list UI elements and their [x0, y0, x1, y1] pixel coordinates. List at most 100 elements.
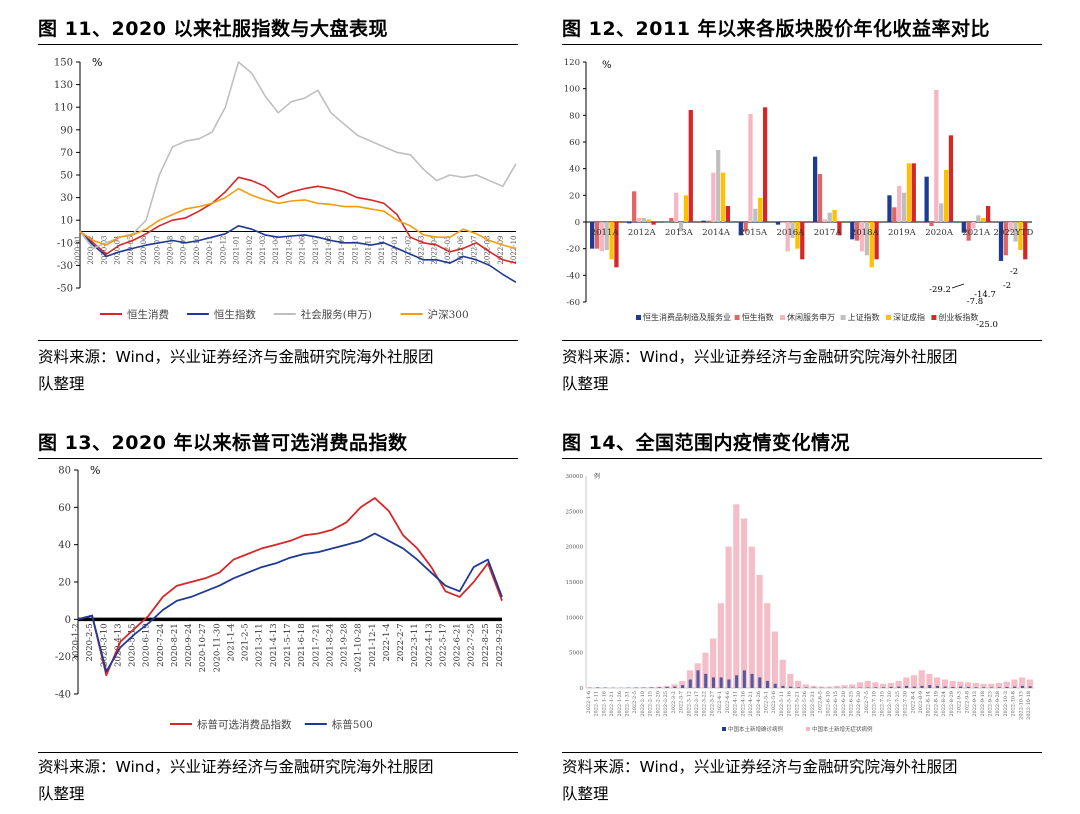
chart-11-plot: -50 -30 -10 10 30 50 70 90 110 130 150 % 2020-01 2020… — [54, 56, 518, 321]
y-tick-label: 20000 — [566, 545, 584, 551]
bar-asymptomatic-50 — [972, 683, 979, 688]
bar-asymptomatic-45 — [934, 677, 941, 688]
y-tick-label: 25000 — [566, 509, 584, 515]
x-tick-label: 2022-1-11 — [594, 691, 600, 717]
bar-confirmed-13 — [688, 679, 692, 688]
x-tick-label: 2022-5-17 — [438, 623, 448, 667]
x-tick-label: 2022-6-15 — [833, 691, 839, 717]
y-tick-label: 100 — [564, 85, 580, 95]
x-tick-label: 2020-04 — [114, 235, 122, 265]
bar-4-4 — [758, 198, 763, 222]
bar-6-3 — [827, 212, 832, 222]
x-tick-label: 2020-01 — [74, 236, 82, 265]
x-tick-label: 2020-9-24 — [184, 623, 194, 667]
x-tick-label: 2022-02 — [404, 236, 412, 265]
bar-8-1 — [892, 207, 897, 222]
x-tick-label: 2022-1-31 — [624, 691, 630, 717]
bar-confirmed-48 — [959, 686, 963, 688]
x-tick-label: 2020-7-24 — [156, 623, 166, 667]
bar-10-1 — [966, 222, 971, 241]
y-tick-label: 120 — [564, 58, 580, 68]
data-label-ytd-3: -14.7 — [974, 290, 996, 300]
x-tick-label: 2022-7-30 — [903, 691, 909, 717]
x-tick-label: 2022-10-13 — [1018, 691, 1024, 720]
x-tick-label: 2022-07 — [470, 236, 478, 265]
x-tick-label: 2020-2-5 — [85, 623, 95, 661]
bar-3-0 — [701, 220, 706, 222]
bar-confirmed-45 — [935, 685, 939, 688]
bar-11-2 — [1008, 222, 1013, 233]
bar-11-3 — [1013, 222, 1018, 242]
x-tick-label: 2020-11-30 — [212, 623, 222, 672]
bar-confirmed-14 — [696, 670, 700, 688]
bar-6-1 — [817, 174, 823, 222]
x-tick-label: 2022-8-4 — [910, 691, 916, 713]
chart-12-title: 图 12、2011 年以来各版块股价年化收益率对比 — [562, 18, 991, 40]
bar-3-1 — [706, 220, 711, 222]
bar-asymptomatic-32 — [833, 685, 840, 688]
y-tick-label: -60 — [566, 298, 580, 308]
x-tick-label: 2021-1-4 — [226, 623, 236, 661]
bar-confirmed-21 — [750, 673, 754, 688]
bar-confirmed-53 — [997, 687, 1001, 688]
x-tick-label: 2021-01 — [233, 236, 241, 265]
x-tick-label: 2022-4-26 — [756, 691, 762, 717]
series-line-2 — [79, 61, 517, 250]
x-tick-label: 2021A — [962, 228, 991, 238]
x-tick-label: 2020-07 — [153, 236, 161, 265]
bar-10-4 — [981, 218, 986, 222]
x-tick-label: 2020-10-27 — [198, 623, 208, 672]
bar-7-4 — [869, 222, 874, 268]
y-tick-label: 70 — [60, 148, 73, 159]
bar-confirmed-54 — [1005, 686, 1009, 688]
x-tick-label: 2013A — [665, 228, 694, 238]
x-tick-label: 2022-2-15 — [648, 691, 654, 717]
bar-confirmed-49 — [966, 686, 970, 688]
bar-asymptomatic-35 — [856, 682, 864, 688]
x-tick-label: 2022-06 — [457, 235, 465, 265]
x-tick-label: 2022-10-3 — [1003, 691, 1009, 717]
y-tick-label: 130 — [54, 80, 73, 91]
bar-11-4 — [1018, 222, 1023, 250]
y-tick-label: 40 — [58, 540, 71, 551]
x-tick-label: 2022-3-17 — [694, 691, 700, 717]
bar-1-2 — [636, 218, 642, 222]
bar-asymptomatic-30 — [818, 686, 825, 688]
y-tick-label: 20 — [569, 191, 580, 201]
bar-asymptomatic-38 — [880, 683, 887, 688]
legend-label-0: 标普可选消费品指数 — [197, 718, 292, 731]
x-tick-label: 2022-2-10 — [640, 691, 646, 717]
x-tick-label: 2022-10-8 — [1011, 691, 1017, 717]
bar-asymptomatic-18 — [725, 546, 732, 688]
x-tick-label: 2022-1-21 — [609, 691, 615, 717]
x-tick-label: 2022-5-21 — [794, 691, 800, 717]
bar-5-2 — [785, 222, 790, 252]
bar-confirmed-36 — [866, 687, 870, 688]
bar-confirmed-56 — [1020, 685, 1024, 688]
bar-11-0 — [998, 222, 1004, 261]
x-tick-label: 2022-8-19 — [933, 691, 939, 717]
x-tick-label: 2022-4-11 — [733, 691, 739, 717]
y-tick-label: 5000 — [569, 651, 583, 657]
bar-2-4 — [683, 195, 689, 222]
panel-chart-14: 图 14、全国范围内疫情变化情况 0 5000 10000 15000 20000 250… — [562, 428, 1042, 808]
bar-8-2 — [897, 186, 902, 222]
bar-confirmed-9 — [657, 687, 661, 688]
bar-confirmed-15 — [704, 673, 708, 688]
chart-14-title: 图 14、全国范围内疫情变化情况 — [562, 432, 851, 454]
y-tick-label: 10000 — [566, 615, 584, 621]
bar-asymptomatic-44 — [926, 673, 933, 688]
x-tick-label: 2022-9-28 — [995, 691, 1001, 717]
data-label-ytd-0: -29.2 — [929, 285, 951, 295]
bar-6-0 — [813, 156, 818, 222]
x-tick-label: 2021-02 — [246, 236, 254, 265]
x-tick-label: 2022-5-16 — [787, 691, 793, 717]
bar-asymptomatic-22 — [756, 574, 763, 688]
bar-confirmed-42 — [912, 686, 916, 688]
y-tick-label: 110 — [54, 103, 73, 114]
x-tick-label: 2022-10 — [510, 236, 518, 265]
bar-asymptomatic-43 — [918, 670, 925, 688]
chart-14-bottom-rule — [562, 752, 1042, 753]
bar-4-3 — [753, 208, 758, 222]
bar-5-3 — [790, 222, 795, 238]
